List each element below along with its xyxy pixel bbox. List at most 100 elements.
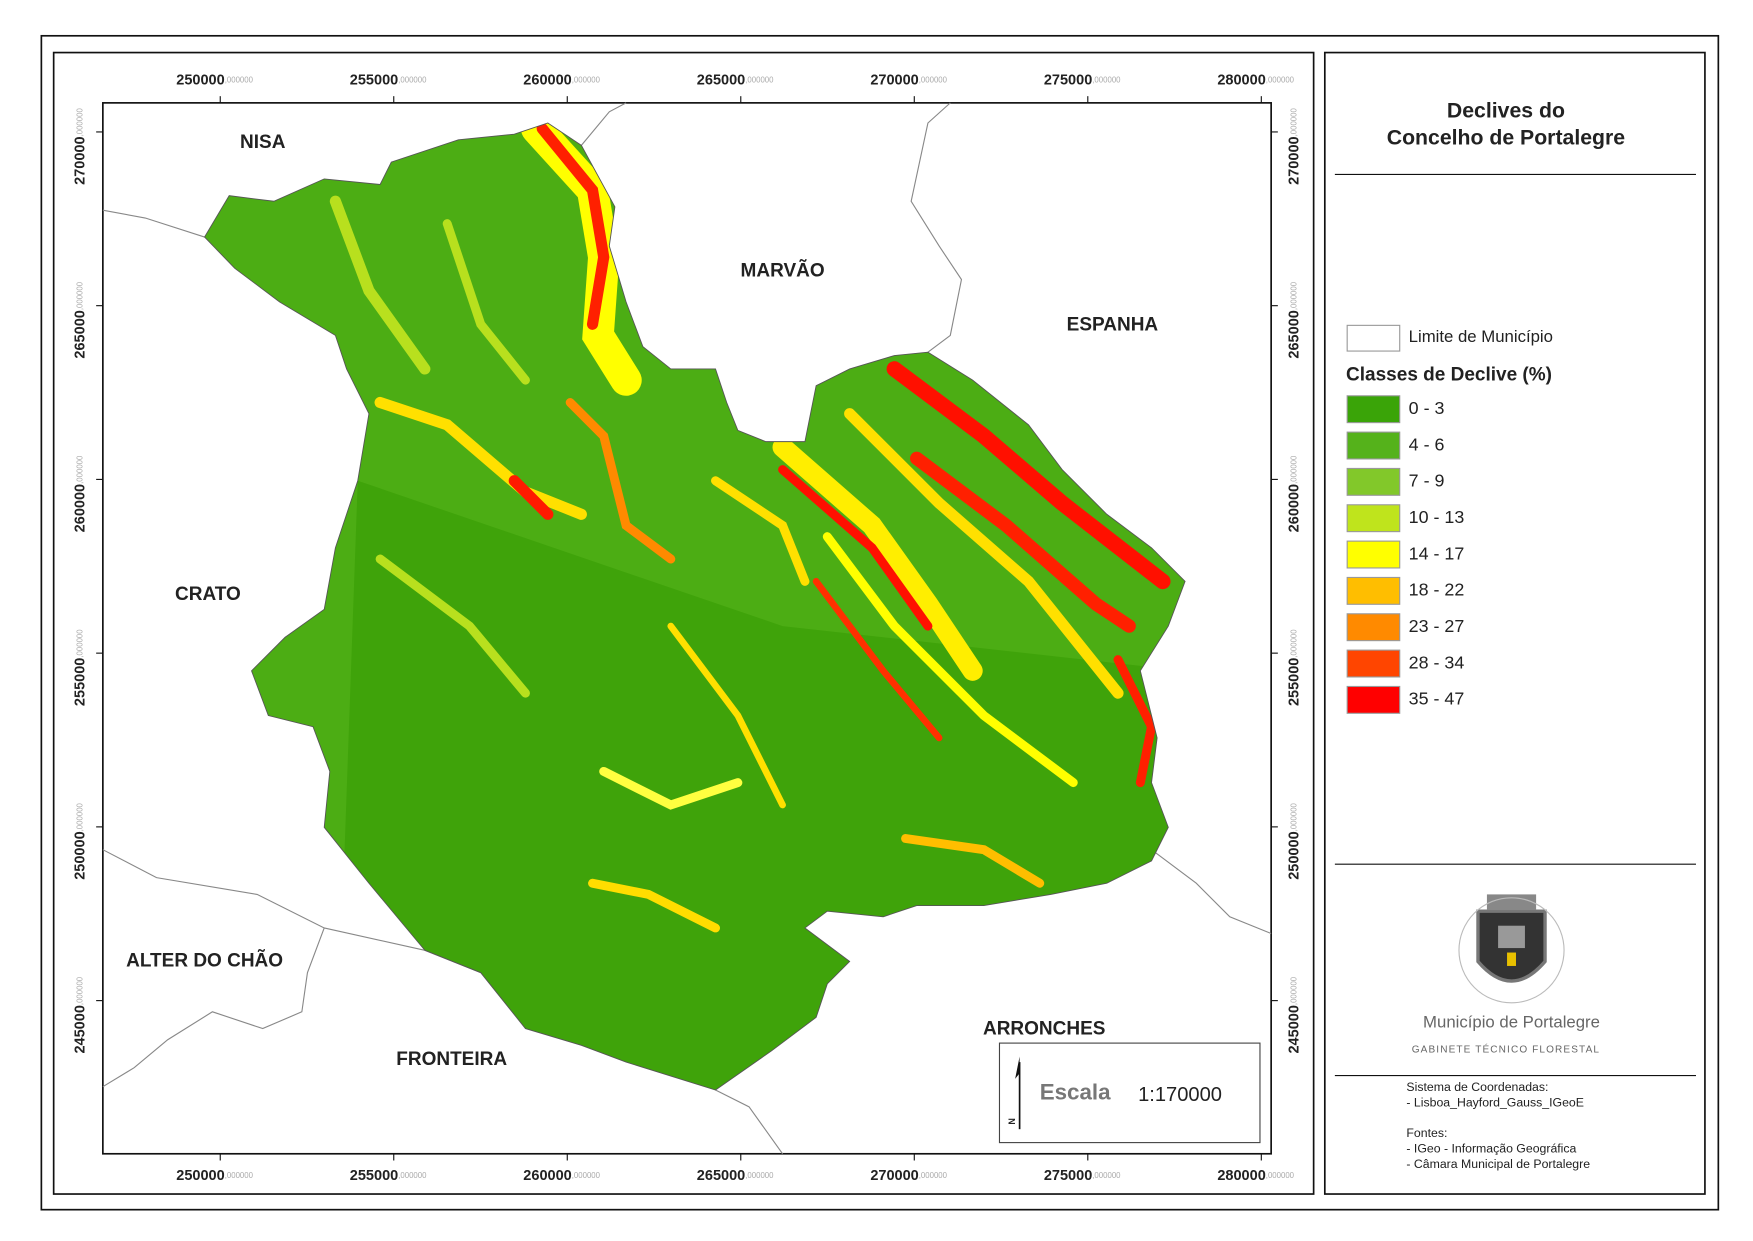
y-tick-label: 250000	[72, 831, 88, 879]
y-tick-label: 270000	[1286, 136, 1302, 184]
x-tick-label: 280000	[1217, 72, 1265, 88]
place-label: CRATO	[175, 584, 241, 605]
class-label: 4 - 6	[1409, 434, 1445, 454]
north-label: N	[1007, 1118, 1017, 1124]
y-tick-label: 250000	[1286, 831, 1302, 879]
y-tick-label: 260000	[1286, 484, 1302, 532]
tick-decimals: ,000000	[76, 629, 85, 658]
slope-raster	[204, 122, 1186, 1091]
map-panel	[52, 51, 1315, 1195]
tick-decimals: ,000000	[745, 1171, 774, 1180]
class-label: 14 - 17	[1409, 543, 1465, 563]
x-tick-label: 265000	[697, 72, 745, 88]
boundary	[102, 927, 325, 1088]
tick-decimals: ,000000	[1266, 76, 1295, 85]
boundary	[1151, 849, 1272, 935]
x-tick-label: 260000	[523, 72, 571, 88]
x-tick-label: 255000	[350, 1168, 398, 1184]
legend-title: Declives do	[1447, 98, 1565, 122]
outer-border	[40, 34, 1720, 1211]
y-tick-label: 245000	[72, 1005, 88, 1053]
tick-decimals: ,000000	[1092, 76, 1121, 85]
tick-decimals: ,000000	[76, 455, 85, 484]
legend-title: Concelho de Portalegre	[1387, 125, 1626, 149]
boundary	[910, 102, 963, 353]
x-tick-label: 250000	[176, 72, 224, 88]
tick-decimals: ,000000	[398, 1171, 427, 1180]
y-tick-label: 245000	[1286, 1005, 1302, 1053]
note: - Lisboa_Hayford_Gauss_IGeoE	[1406, 1096, 1583, 1110]
map-frame	[102, 102, 1272, 1155]
legend-panel	[1323, 51, 1706, 1195]
slope-streaks	[329, 122, 1171, 933]
x-tick-label: 270000	[870, 72, 918, 88]
tick-decimals: ,000000	[1290, 108, 1299, 137]
scale-frame	[998, 1042, 1261, 1144]
tick-decimals: ,000000	[1290, 629, 1299, 658]
legend-classes-title: Classes de Declive (%)	[1346, 365, 1552, 386]
place-label: ARRONCHES	[983, 1019, 1105, 1040]
place-label: FRONTEIRA	[396, 1049, 507, 1070]
y-tick-label: 260000	[72, 484, 88, 532]
note: - IGeo - Informação Geográfica	[1406, 1142, 1576, 1156]
class-label: 10 - 13	[1409, 507, 1465, 527]
tick-decimals: ,000000	[1266, 1171, 1295, 1180]
tick-decimals: ,000000	[1290, 976, 1299, 1005]
place-label: NISA	[240, 132, 286, 153]
legend-boundary: Limite de Município	[1409, 327, 1553, 346]
y-tick-label: 270000	[72, 136, 88, 184]
y-tick-label: 265000	[72, 310, 88, 358]
tick-decimals: ,000000	[225, 76, 254, 85]
place-label: ALTER DO CHÃO	[126, 950, 283, 972]
scale-value: 1:170000	[1138, 1084, 1222, 1106]
x-tick-label: 280000	[1217, 1168, 1265, 1184]
tick-decimals: ,000000	[76, 281, 85, 310]
note: Sistema de Coordenadas:	[1406, 1080, 1548, 1094]
class-swatch	[1346, 540, 1401, 569]
class-label: 23 - 27	[1409, 616, 1465, 636]
class-swatch	[1346, 613, 1401, 642]
y-tick-label: 255000	[1286, 658, 1302, 706]
tick-decimals: ,000000	[76, 976, 85, 1005]
x-tick-label: 255000	[350, 72, 398, 88]
tick-decimals: ,000000	[398, 76, 427, 85]
class-label: 35 - 47	[1409, 689, 1465, 709]
note: - Câmara Municipal de Portalegre	[1406, 1157, 1590, 1171]
boundary-swatch	[1346, 324, 1401, 352]
x-tick-label: 270000	[870, 1168, 918, 1184]
class-swatch	[1346, 431, 1401, 460]
boundary	[715, 1089, 784, 1155]
tick-decimals: ,000000	[1290, 455, 1299, 484]
note: Fontes:	[1406, 1126, 1447, 1140]
place-label: ESPANHA	[1067, 314, 1159, 335]
tick-decimals: ,000000	[1092, 1171, 1121, 1180]
tick-decimals: ,000000	[919, 76, 948, 85]
place-label: MARVÃO	[741, 260, 825, 282]
tick-decimals: ,000000	[919, 1171, 948, 1180]
class-label: 18 - 22	[1409, 580, 1465, 600]
class-label: 0 - 3	[1409, 398, 1445, 418]
x-tick-label: 260000	[523, 1168, 571, 1184]
class-label: 28 - 34	[1409, 652, 1465, 672]
x-tick-label: 275000	[1044, 72, 1092, 88]
tick-decimals: ,000000	[76, 108, 85, 137]
x-tick-label: 265000	[697, 1168, 745, 1184]
class-swatch	[1346, 467, 1401, 496]
dept-name: GABINETE TÉCNICO FLORESTAL	[1412, 1042, 1600, 1055]
boundary	[102, 209, 205, 238]
tick-decimals: ,000000	[572, 1171, 601, 1180]
class-swatch	[1346, 649, 1401, 678]
tick-decimals: ,000000	[76, 802, 85, 831]
tick-decimals: ,000000	[572, 76, 601, 85]
class-swatch	[1346, 576, 1401, 605]
x-tick-label: 275000	[1044, 1168, 1092, 1184]
tick-decimals: ,000000	[1290, 802, 1299, 831]
org-name: Município de Portalegre	[1423, 1012, 1600, 1031]
class-swatch	[1346, 395, 1401, 424]
class-swatch	[1346, 685, 1401, 714]
boundary	[580, 102, 627, 146]
class-swatch	[1346, 504, 1401, 533]
y-tick-label: 255000	[72, 658, 88, 706]
logo	[1458, 894, 1565, 1004]
